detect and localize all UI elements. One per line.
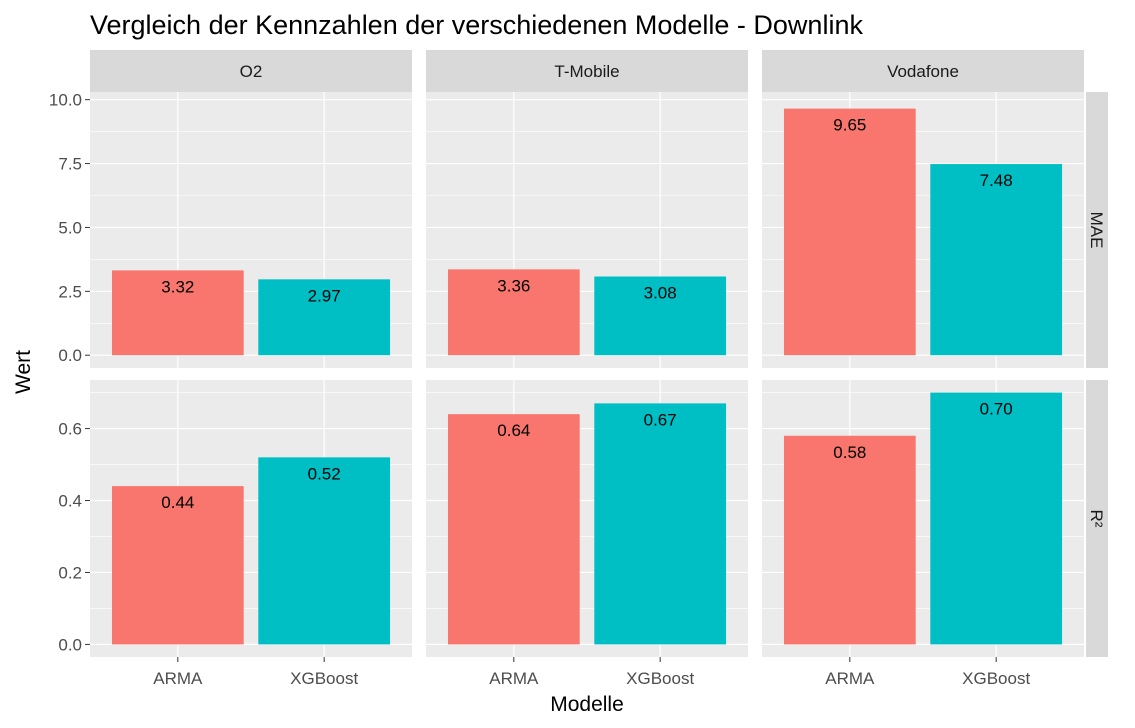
strip-label-r2: R² bbox=[1087, 510, 1106, 528]
x-axis-title: Modelle bbox=[550, 693, 624, 716]
x-tick-label-t-mobile-arma: ARMA bbox=[489, 669, 539, 688]
strip-o2 bbox=[90, 50, 412, 92]
y-axis-title: Wert bbox=[12, 350, 35, 394]
data-label-vodafone-mae-arma: 9.65 bbox=[833, 116, 866, 135]
strip-mae bbox=[1086, 92, 1108, 368]
y-tick-label-r2: 0.6 bbox=[58, 420, 82, 439]
data-label-vodafone-r2-arma: 0.58 bbox=[833, 443, 866, 462]
bar-vodafone-mae-xgboost bbox=[930, 164, 1063, 356]
strip-label-t-mobile: T-Mobile bbox=[554, 62, 619, 81]
strip-label-mae: MAE bbox=[1087, 212, 1106, 249]
data-label-o2-r2-arma: 0.44 bbox=[161, 493, 194, 512]
data-label-t-mobile-mae-xgboost: 3.08 bbox=[644, 284, 677, 303]
strip-t-mobile bbox=[426, 50, 748, 92]
strip-vodafone bbox=[762, 50, 1084, 92]
bar-o2-mae-xgboost bbox=[258, 279, 391, 356]
data-label-t-mobile-r2-xgboost: 0.67 bbox=[644, 410, 677, 429]
bar-o2-r2-xgboost bbox=[258, 457, 391, 645]
data-label-vodafone-mae-xgboost: 7.48 bbox=[980, 171, 1013, 190]
data-label-o2-mae-xgboost: 2.97 bbox=[308, 286, 341, 305]
data-label-o2-r2-xgboost: 0.52 bbox=[308, 464, 341, 483]
x-tick-label-t-mobile-xgboost: XGBoost bbox=[626, 669, 694, 688]
bar-t-mobile-mae-xgboost bbox=[594, 276, 727, 356]
data-label-o2-mae-arma: 3.32 bbox=[161, 277, 194, 296]
y-tick-label-r2: 0.0 bbox=[58, 635, 82, 654]
y-tick-label-r2: 0.4 bbox=[58, 492, 82, 511]
strip-label-o2: O2 bbox=[240, 62, 263, 81]
y-tick-label-mae: 10.0 bbox=[49, 91, 82, 110]
y-tick-label-mae: 5.0 bbox=[58, 218, 82, 237]
bar-t-mobile-r2-xgboost bbox=[594, 403, 727, 645]
bar-t-mobile-mae-arma bbox=[447, 269, 580, 356]
plot-area: O2 T-Mobile Vodafone MAE R² 0.0 2.5 5.0 7.5 10.0 3… bbox=[49, 50, 1108, 688]
data-label-t-mobile-mae-arma: 3.36 bbox=[497, 276, 530, 295]
bar-t-mobile-r2-arma bbox=[447, 414, 580, 645]
bar-o2-r2-arma bbox=[111, 486, 244, 645]
x-tick-label-o2-arma: ARMA bbox=[153, 669, 203, 688]
y-tick-label-mae: 2.5 bbox=[58, 282, 82, 301]
chart-title: Vergleich der Kennzahlen der verschieden… bbox=[90, 10, 863, 40]
data-label-vodafone-r2-xgboost: 0.70 bbox=[980, 400, 1013, 419]
strip-r2 bbox=[1086, 380, 1108, 657]
x-tick-label-o2-xgboost: XGBoost bbox=[290, 669, 358, 688]
strip-label-vodafone: Vodafone bbox=[887, 62, 959, 81]
data-label-t-mobile-r2-arma: 0.64 bbox=[497, 421, 530, 440]
x-tick-label-vodafone-arma: ARMA bbox=[825, 669, 875, 688]
y-tick-label-mae: 7.5 bbox=[58, 155, 82, 174]
y-tick-label-r2: 0.2 bbox=[58, 563, 82, 582]
y-tick-label-mae: 0.0 bbox=[58, 346, 82, 365]
bar-vodafone-mae-arma bbox=[783, 108, 916, 356]
bar-o2-mae-arma bbox=[111, 270, 244, 356]
x-tick-label-vodafone-xgboost: XGBoost bbox=[962, 669, 1030, 688]
bar-vodafone-r2-xgboost bbox=[930, 392, 1063, 645]
bar-vodafone-r2-arma bbox=[783, 435, 916, 645]
